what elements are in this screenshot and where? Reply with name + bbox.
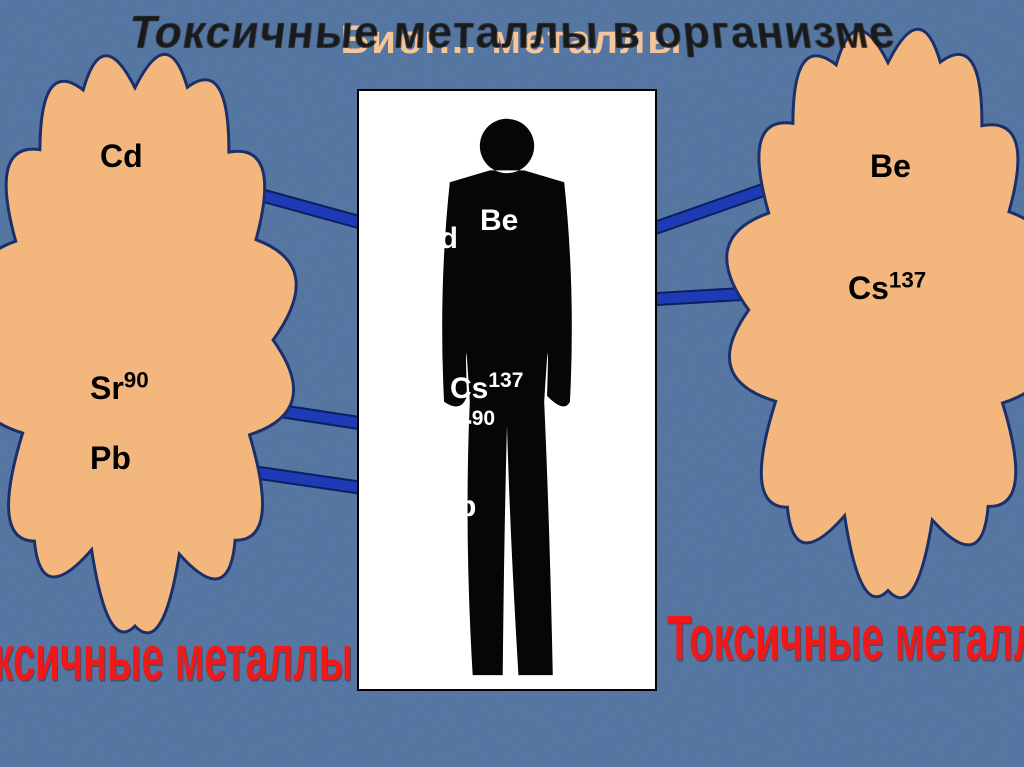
label-cd-left: Cd xyxy=(100,138,143,175)
label-sr-body: Sr90 xyxy=(440,410,495,444)
caption-left: Токсичные металлы xyxy=(0,624,353,696)
title-main: Токсичные металлы в организме xyxy=(0,8,1024,59)
label-be-body: Be xyxy=(480,204,518,238)
label-be-right: Be xyxy=(870,148,911,185)
label-cs-body: Cs137 xyxy=(450,372,523,406)
cloud-left xyxy=(0,54,296,633)
caption-right: Токсичные металлы xyxy=(667,604,1024,676)
label-sr-left: Sr90 xyxy=(90,370,149,407)
label-cd-body: Cd xyxy=(418,222,458,256)
label-cs-right: Cs137 xyxy=(848,270,926,307)
cloud-right xyxy=(727,29,1024,597)
label-pb-left: Pb xyxy=(90,440,131,477)
label-pb-body: Pb xyxy=(438,490,476,524)
